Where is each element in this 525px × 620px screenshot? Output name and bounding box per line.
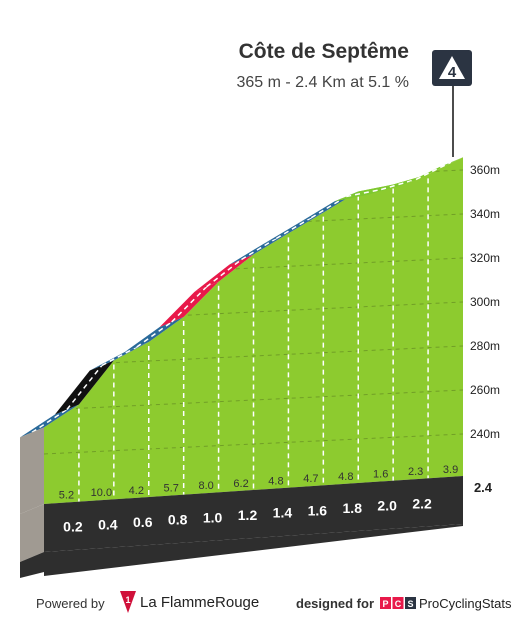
gridline-horizontal (44, 345, 463, 367)
gradient-label: 4.2 (129, 485, 144, 497)
gradient-label: 4.8 (268, 475, 283, 487)
segment-centerline (310, 195, 347, 219)
climb-stats: 365 m - 2.4 Km at 5.1 % (236, 74, 409, 91)
climb-title: Côte de Septême (238, 40, 409, 63)
pcs-logo-letter: C (395, 599, 402, 609)
chart-labels: 240m 260m 280m 300m 320m 340m 360m 5.2 10.0 4.2 5.… (59, 163, 500, 535)
gridline-horizontal (44, 433, 463, 455)
svg-text:1: 1 (125, 595, 130, 605)
y-tick-label: 300m (470, 295, 500, 309)
gradient-segment (159, 281, 219, 327)
y-tick-label: 340m (470, 207, 500, 221)
distance-tick-label: 1.2 (238, 507, 258, 523)
gradient-label: 2.3 (408, 466, 423, 478)
segment-centerline (415, 161, 452, 181)
pcs-logo-letter: S (407, 599, 413, 609)
distance-tick-label: 2.4 (474, 480, 493, 495)
distance-tick-label: 0.8 (168, 512, 188, 528)
base-front-face (20, 552, 44, 578)
gradient-label: 1.6 (373, 468, 388, 480)
gradient-label: 6.2 (233, 478, 248, 490)
gradient-label: 10.0 (91, 487, 112, 499)
powered-by-label: Powered by (36, 596, 105, 611)
gradient-label: 5.2 (59, 489, 74, 501)
gradient-label: 8.0 (198, 480, 213, 492)
gridline-horizontal (44, 389, 463, 411)
gradient-label: 5.7 (164, 482, 179, 494)
segment-centerline (101, 346, 138, 367)
gridline-horizontal (44, 301, 463, 323)
distance-tick-label: 1.8 (343, 500, 363, 516)
procyclingstats-label: ProCyclingStats (419, 596, 512, 611)
gradient-label: 4.7 (303, 473, 318, 485)
flamme-rouge-label: La FlammeRouge (140, 594, 260, 611)
segment-centerline (136, 321, 173, 348)
segment-centerline (241, 237, 277, 261)
flamme-rouge-icon: 1 (120, 591, 136, 613)
pcs-logo-letter: P (382, 599, 388, 609)
segment-centerline (66, 365, 103, 410)
segment-centerline (346, 188, 382, 198)
base-bottom-face (44, 524, 463, 576)
segment-centerline (380, 178, 417, 191)
y-tick-label: 280m (470, 339, 500, 353)
y-tick-label: 360m (470, 163, 500, 177)
gradient-stripe (20, 157, 463, 438)
distance-tick-label: 0.4 (98, 516, 118, 532)
segment-centerline (206, 258, 242, 288)
distance-tick-label: 2.2 (412, 495, 432, 511)
distance-tick-label: 1.6 (308, 502, 328, 518)
base-side-face (20, 504, 44, 562)
gradient-label: 4.8 (338, 471, 353, 483)
distance-band (44, 476, 463, 552)
distance-tick-label: 2.0 (377, 498, 397, 514)
y-tick-label: 260m (470, 383, 500, 397)
distance-tick-label: 0.2 (63, 519, 83, 535)
profile-side-face (20, 427, 44, 514)
category-number: 4 (448, 64, 457, 81)
gradient-label: 3.9 (443, 464, 458, 476)
category-badge: 4 (432, 50, 472, 86)
profile-base (20, 427, 463, 578)
designed-for-label: designed for (296, 596, 375, 611)
distance-tick-label: 1.0 (203, 509, 223, 525)
distance-tick-label: 1.4 (273, 505, 293, 521)
y-tick-label: 320m (470, 251, 500, 265)
gradient-segment (334, 184, 394, 202)
distance-tick-label: 0.6 (133, 514, 153, 530)
segment-centerline (276, 217, 312, 240)
segment-centerline (31, 408, 68, 434)
y-tick-label: 240m (470, 427, 500, 441)
